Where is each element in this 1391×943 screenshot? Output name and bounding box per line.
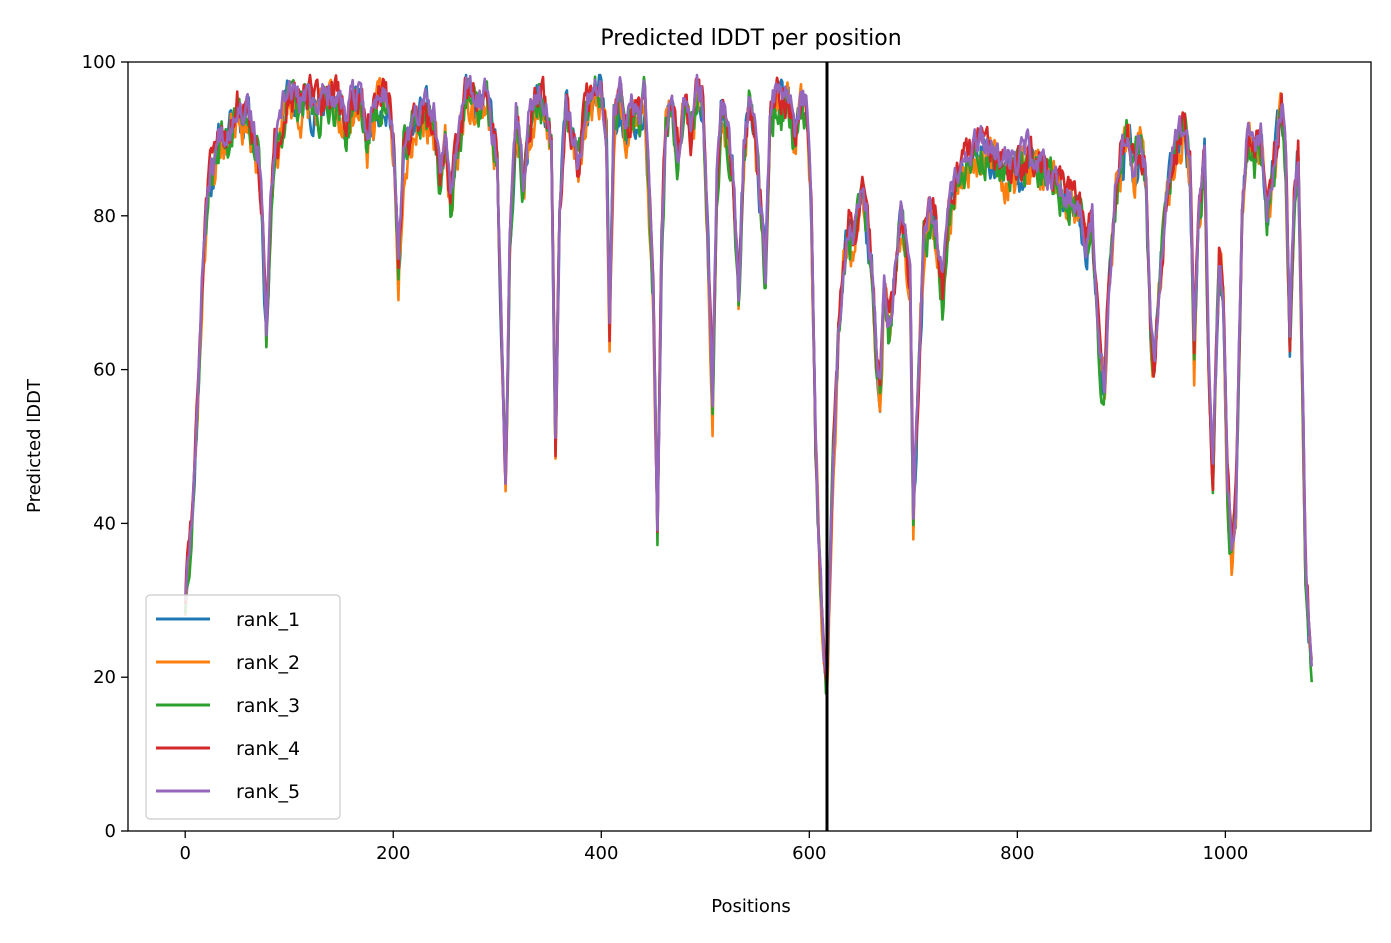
y-tick-label: 20	[93, 667, 116, 688]
x-tick-label: 400	[584, 843, 618, 864]
y-tick-label: 0	[105, 821, 116, 842]
legend-label: rank_4	[236, 738, 300, 760]
x-axis-label: Positions	[711, 896, 790, 917]
legend-box	[145, 594, 341, 820]
series-layer	[183, 73, 1314, 695]
legend: rank_1 rank_2 rank_3 rank_4 rank_5	[145, 594, 341, 820]
legend-label: rank_2	[236, 652, 300, 674]
x-tick-label: 600	[792, 843, 826, 864]
legend-label: rank_1	[236, 609, 300, 631]
legend-label: rank_5	[236, 781, 300, 803]
x-tick-label: 1000	[1202, 843, 1248, 864]
axes-frame	[127, 61, 1372, 832]
y-axis-label: Predicted lDDT	[24, 378, 45, 513]
y-tick-label: 80	[93, 206, 116, 227]
x-tick-label: 0	[179, 843, 190, 864]
y-tick-label: 100	[82, 52, 116, 73]
x-tick-label: 200	[376, 843, 410, 864]
y-tick-label: 40	[93, 513, 116, 534]
series-line-rank_5	[183, 73, 1314, 680]
x-axis: 0 200 400 600 800 1000	[179, 831, 1248, 864]
chart-title: Predicted lDDT per position	[600, 26, 901, 51]
y-tick-label: 60	[93, 360, 116, 381]
legend-label: rank_3	[236, 695, 300, 717]
x-tick-label: 800	[1000, 843, 1034, 864]
y-axis: 0 20 40 60 80 100	[82, 52, 128, 842]
